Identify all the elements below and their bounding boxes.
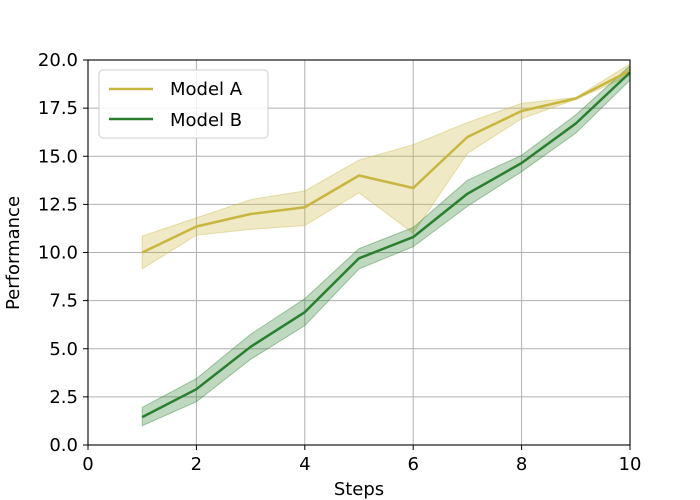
legend-label-model-b: Model B [170,110,242,131]
x-axis-label: Steps [334,479,384,500]
x-tick-label: 4 [299,454,310,475]
x-tick-label: 0 [82,454,93,475]
x-tick-label: 6 [407,454,418,475]
x-tick-label: 2 [191,454,202,475]
x-tick-label: 10 [619,454,642,475]
y-tick-label: 15.0 [38,146,78,167]
line-model-b [141,71,631,419]
series-lines [141,69,631,419]
y-tick-label: 5.0 [49,339,78,360]
y-tick-label: 0.0 [49,435,78,456]
y-axis-ticks: 0.0 2.5 5.0 7.5 10.0 12.5 15.0 17.5 20.0 [38,50,88,456]
y-tick-label: 20.0 [38,50,78,71]
legend-label-model-a: Model A [170,79,243,100]
y-tick-label: 2.5 [49,387,78,408]
y-tick-label: 17.5 [38,98,78,119]
legend: Model A Model B [98,69,269,139]
x-axis-ticks: 0 2 4 6 8 10 [82,445,641,475]
legend-frame [98,69,269,139]
y-tick-label: 10.0 [38,243,78,264]
line-model-a [141,69,631,254]
y-tick-label: 7.5 [49,291,78,312]
x-tick-label: 8 [516,454,527,475]
y-tick-label: 12.5 [38,194,78,215]
y-axis-label: Performance [3,196,24,310]
